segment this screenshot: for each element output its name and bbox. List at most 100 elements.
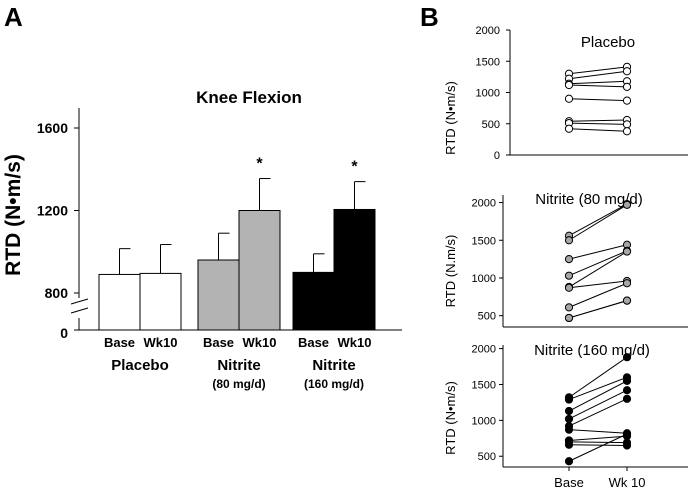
subject-line [568, 119, 628, 122]
line-chart-placebo: Placebo RTD (N•m/s) 0 500 1000 1500 2000 [443, 25, 688, 162]
y-tick-label: 0 [494, 150, 500, 162]
subject-line [568, 444, 628, 446]
bar [197, 259, 240, 331]
x-tick-label: Base [554, 475, 584, 490]
subject-line [568, 356, 628, 398]
y-tick-label: 2000 [476, 25, 500, 37]
data-point [564, 124, 574, 133]
y-tick-label: 1600 [37, 120, 68, 136]
axis-break-mark [70, 298, 89, 305]
y-tick-label: 500 [478, 311, 496, 323]
data-point [622, 394, 632, 403]
y-tick-label: 1500 [472, 235, 496, 247]
data-point [622, 247, 632, 256]
subject-line [568, 204, 628, 241]
bar [292, 271, 335, 331]
y-axis-label: RTD (N•m/s) [443, 381, 458, 455]
subject-line [568, 435, 628, 441]
x-tick-label: Base [298, 335, 329, 350]
y-tick-label: 500 [478, 451, 496, 463]
data-point [564, 406, 574, 416]
subject-line [568, 433, 628, 462]
subject-line [568, 389, 628, 420]
data-point [564, 271, 574, 280]
x-tick-label: Base [104, 335, 135, 350]
data-point [622, 296, 632, 305]
x-tick-label: Wk10 [144, 335, 178, 350]
x-tick-label: Wk10 [243, 335, 277, 350]
data-point [564, 440, 574, 449]
group-label: Placebo [111, 357, 169, 374]
y-axis-label: RTD (N•m/s) [443, 81, 458, 155]
y-tick-label: 1000 [472, 415, 496, 427]
data-point [564, 94, 574, 103]
data-point [622, 429, 632, 439]
bar [333, 208, 376, 331]
y-axis-label: RTD (N•m/s) [2, 154, 25, 276]
subject-line [568, 429, 628, 434]
axis-break-mark [70, 307, 89, 314]
subject-line [568, 251, 628, 288]
data-point [564, 303, 574, 312]
data-point [564, 425, 574, 434]
subject-line [568, 98, 628, 102]
bar-chart-knee-flexion: Knee Flexion RTD (N•m/s) 0 800 1200 1600 Ba… [2, 88, 402, 391]
y-tick-label: 1200 [37, 203, 68, 219]
data-point [622, 67, 632, 76]
y-tick-label: 1500 [476, 56, 500, 68]
subject-line [568, 282, 628, 308]
line-chart-nitrite-80: Nitrite (80 mg/d) RTD (N.m/s) 500 1000 150… [443, 191, 688, 328]
subject-line [568, 376, 628, 401]
data-point [622, 120, 632, 129]
chart-title: Knee Flexion [196, 88, 302, 107]
subject-line [568, 300, 628, 319]
y-tick-label: 500 [482, 119, 500, 131]
subject-line [568, 203, 628, 237]
panel-label-a: A [4, 2, 23, 32]
x-tick-label: Wk 10 [609, 475, 646, 490]
data-point [564, 255, 574, 264]
subject-line [568, 122, 628, 125]
y-tick-label: 2000 [472, 344, 496, 356]
chart-title: Nitrite (80 mg/d) [535, 191, 643, 208]
x-tick-label: Base [203, 335, 234, 350]
data-point [622, 200, 632, 209]
group-label: Nitrite [217, 357, 260, 374]
y-tick-label: 1000 [472, 273, 496, 285]
data-point [622, 376, 632, 385]
panel-label-b: B [420, 2, 439, 32]
data-point [564, 457, 574, 466]
bar [139, 272, 182, 331]
subject-line [568, 128, 628, 132]
data-point [564, 395, 574, 404]
data-point [622, 82, 632, 91]
group-sublabel: (160 mg/d) [304, 377, 364, 391]
data-point [564, 236, 574, 245]
subject-line [568, 398, 628, 427]
data-point [564, 283, 574, 292]
subject-line [568, 441, 628, 444]
subject-line [568, 80, 628, 85]
subject-line [568, 380, 628, 412]
y-zero-label: 0 [60, 325, 68, 341]
bar [98, 273, 141, 331]
line-chart-nitrite-160: Nitrite (160 mg/d) RTD (N•m/s) 500 1000 15… [443, 342, 688, 490]
subject-line [568, 84, 628, 88]
bar [238, 210, 281, 331]
data-point [622, 353, 632, 362]
group-label: Nitrite [312, 357, 355, 374]
subject-line [568, 70, 628, 80]
significance-marker: * [351, 159, 358, 176]
x-tick-label: Wk10 [338, 335, 372, 350]
y-tick-label: 1000 [476, 88, 500, 100]
data-point [622, 96, 632, 105]
chart-title: Placebo [581, 34, 635, 51]
chart-title: Nitrite (160 mg/d) [534, 342, 650, 359]
y-tick-label: 1500 [472, 379, 496, 391]
group-sublabel: (80 mg/d) [212, 377, 265, 391]
subject-line [568, 66, 628, 75]
data-point [622, 386, 632, 395]
data-point [622, 127, 632, 136]
subject-line [568, 250, 628, 277]
